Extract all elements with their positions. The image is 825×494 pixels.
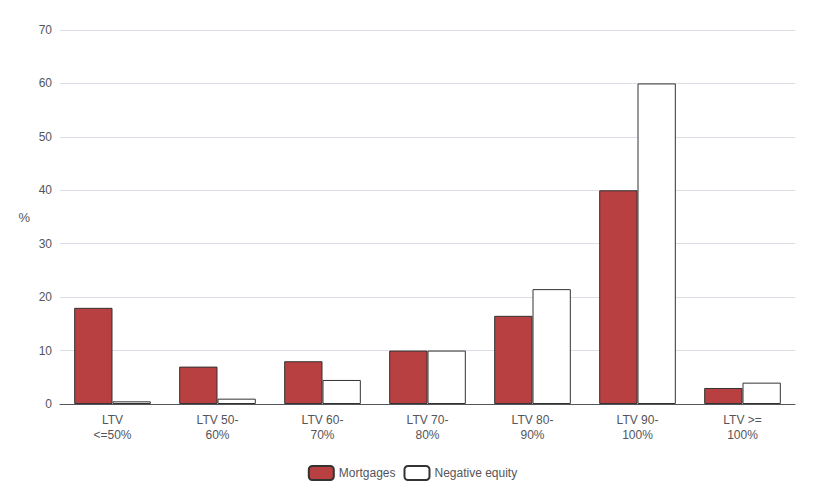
svg-text:LTV >=: LTV >= (723, 413, 761, 427)
svg-text:80%: 80% (415, 428, 439, 442)
svg-text:LTV 90-: LTV 90- (617, 413, 659, 427)
svg-text:70: 70 (39, 23, 53, 37)
svg-text:<=50%: <=50% (93, 428, 131, 442)
svg-text:Mortgages: Mortgages (339, 466, 396, 480)
svg-text:10: 10 (39, 344, 53, 358)
svg-text:LTV 60-: LTV 60- (302, 413, 344, 427)
svg-text:LTV 70-: LTV 70- (407, 413, 449, 427)
svg-text:50: 50 (39, 130, 53, 144)
svg-text:70%: 70% (310, 428, 334, 442)
svg-text:90%: 90% (520, 428, 544, 442)
svg-text:60%: 60% (205, 428, 229, 442)
svg-text:20: 20 (39, 290, 53, 304)
svg-text:LTV 80-: LTV 80- (512, 413, 554, 427)
svg-text:30: 30 (39, 237, 53, 251)
svg-text:LTV: LTV (102, 413, 123, 427)
svg-text:0: 0 (45, 397, 52, 411)
svg-text:%: % (18, 210, 30, 225)
svg-text:100%: 100% (622, 428, 653, 442)
svg-text:100%: 100% (727, 428, 758, 442)
svg-text:Negative equity: Negative equity (434, 466, 517, 480)
svg-text:LTV 50-: LTV 50- (197, 413, 239, 427)
svg-text:40: 40 (39, 183, 53, 197)
svg-text:60: 60 (39, 76, 53, 90)
